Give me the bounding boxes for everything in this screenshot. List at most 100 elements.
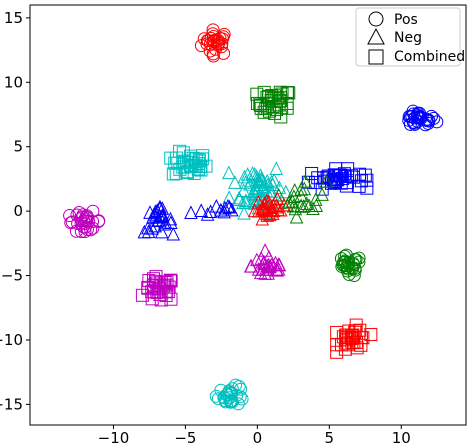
- x-tick-label: 10: [392, 429, 411, 447]
- point-triangle: [315, 187, 329, 201]
- legend-label-combined: Combined: [394, 49, 465, 65]
- point-square: [327, 168, 341, 182]
- point-square: [164, 274, 178, 288]
- point-triangle: [296, 199, 311, 213]
- point-triangle: [258, 243, 272, 257]
- point-triangle: [261, 177, 275, 192]
- legend-square-icon: [368, 49, 384, 65]
- point-triangle: [272, 180, 287, 195]
- point-triangle: [286, 198, 301, 213]
- point-square: [135, 288, 149, 302]
- point-triangle: [153, 199, 167, 214]
- legend-label-neg: Neg: [394, 30, 422, 46]
- point-triangle: [308, 192, 323, 206]
- point-triangle: [270, 199, 285, 214]
- point-circle: [222, 385, 236, 399]
- point-circle: [80, 222, 94, 236]
- point-triangle: [148, 218, 163, 233]
- point-circle: [338, 249, 352, 263]
- point-square: [360, 173, 374, 187]
- point-square: [301, 175, 315, 189]
- point-circle: [209, 389, 223, 403]
- point-triangle: [279, 184, 293, 199]
- point-square: [330, 345, 344, 359]
- y-tick-label: −5: [1, 267, 23, 285]
- point-circle: [229, 378, 243, 392]
- point-square: [191, 162, 205, 176]
- point-circle: [220, 388, 234, 402]
- point-square: [332, 169, 346, 183]
- point-triangle: [228, 175, 242, 189]
- point-square: [250, 96, 264, 110]
- point-triangle: [158, 215, 173, 229]
- point-circle: [217, 46, 231, 60]
- point-triangle: [253, 168, 268, 182]
- point-circle: [209, 33, 223, 47]
- point-square: [164, 151, 178, 165]
- point-square: [340, 333, 354, 347]
- point-triangle: [271, 262, 286, 276]
- point-circle: [211, 392, 225, 406]
- point-square: [253, 97, 267, 111]
- point-triangle: [251, 194, 266, 209]
- point-triangle: [289, 209, 304, 224]
- point-square: [280, 96, 294, 110]
- point-triangle: [243, 258, 258, 273]
- point-triangle: [299, 196, 314, 211]
- point-triangle: [200, 207, 215, 221]
- point-circle: [80, 209, 94, 223]
- point-triangle: [141, 220, 155, 235]
- point-triangle: [249, 169, 264, 183]
- point-triangle: [247, 196, 262, 210]
- point-triangle: [203, 204, 218, 219]
- point-triangle: [319, 173, 334, 188]
- point-triangle: [166, 226, 181, 241]
- point-triangle: [214, 203, 228, 217]
- point-triangle: [247, 166, 262, 181]
- point-triangle: [217, 204, 231, 219]
- legend: Pos Neg Combined: [355, 7, 465, 67]
- y-axis: 15 10 5 0 −5 −10 −15: [0, 9, 30, 413]
- point-circle: [217, 390, 231, 404]
- point-triangle: [298, 174, 313, 188]
- point-triangle: [271, 257, 286, 271]
- point-circle: [346, 261, 360, 275]
- point-triangle: [237, 169, 252, 184]
- legend-label-pos: Pos: [394, 12, 418, 28]
- point-square: [166, 167, 180, 181]
- y-tick-label: −10: [0, 331, 23, 349]
- point-square: [163, 273, 177, 287]
- y-tick-label: 15: [4, 9, 23, 27]
- point-triangle: [238, 194, 253, 209]
- point-square: [336, 330, 350, 344]
- point-square: [150, 276, 164, 290]
- point-circle: [424, 109, 438, 123]
- point-triangle: [273, 202, 288, 217]
- point-circle: [206, 47, 220, 61]
- point-square: [189, 152, 203, 166]
- x-tick-label: 0: [253, 429, 263, 447]
- point-triangle: [137, 224, 152, 239]
- y-tick-label: 10: [4, 73, 23, 91]
- point-square: [275, 87, 289, 101]
- point-triangle: [267, 173, 281, 187]
- point-triangle: [244, 173, 258, 188]
- point-triangle: [255, 202, 269, 216]
- point-square: [268, 106, 282, 120]
- point-triangle: [285, 194, 300, 208]
- point-circle: [86, 221, 100, 235]
- point-square: [171, 156, 185, 170]
- point-circle: [337, 256, 351, 270]
- point-square: [364, 328, 378, 342]
- point-triangle: [263, 207, 277, 222]
- point-triangle: [269, 161, 284, 175]
- point-triangle: [258, 262, 273, 276]
- point-square: [154, 293, 168, 307]
- point-circle: [206, 23, 220, 37]
- y-tick-label: 5: [13, 138, 23, 156]
- point-square: [348, 325, 362, 339]
- point-triangle: [237, 205, 251, 220]
- point-circle: [78, 217, 92, 231]
- y-tick-label: 0: [13, 202, 23, 220]
- point-square: [147, 278, 161, 292]
